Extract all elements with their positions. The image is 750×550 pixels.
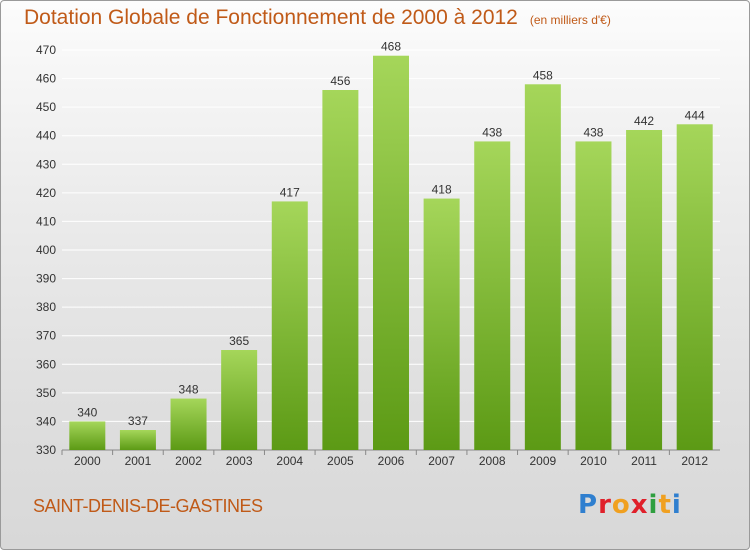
bar-2001 (119, 430, 156, 450)
bar-2006 (373, 55, 409, 450)
value-label-2011: 442 (634, 114, 654, 128)
value-label-2006: 468 (381, 40, 401, 54)
x-axis: 2000 2001 2002 2003 2004 2005 2006 2007 2008 2009… (61, 450, 708, 468)
bar-2004 (271, 201, 308, 450)
bars (69, 55, 713, 451)
y-tick-label: 390 (36, 272, 56, 286)
bar-2008 (474, 141, 511, 450)
bar-2009 (524, 84, 561, 451)
y-tick-label: 360 (36, 357, 56, 371)
y-axis: 330 340 350 360 370 380 390 400 410 420 430 440 450 4… (36, 43, 720, 457)
value-label-2009: 458 (533, 68, 553, 82)
bar-2003 (221, 350, 258, 450)
x-tick-label-2008: 2008 (479, 454, 506, 468)
bar-2000 (69, 421, 106, 450)
bar-2002 (170, 398, 207, 450)
value-label-2007: 418 (432, 183, 452, 197)
x-tick-label-2004: 2004 (276, 454, 303, 468)
value-label-2001: 337 (128, 414, 148, 428)
y-tick-label: 470 (36, 43, 56, 57)
x-tick-label-2011: 2011 (631, 454, 657, 468)
logo-letter: x (630, 490, 649, 520)
y-tick-label: 380 (36, 300, 56, 314)
y-tick-label: 460 (36, 72, 56, 86)
y-tick-label: 330 (36, 443, 56, 457)
y-tick-label: 370 (36, 329, 56, 343)
x-tick-label-2006: 2006 (378, 454, 405, 468)
x-tick-label-2003: 2003 (226, 454, 253, 468)
x-tick-label-2007: 2007 (428, 454, 455, 468)
value-label-2003: 365 (229, 334, 249, 348)
value-label-2000: 340 (77, 405, 97, 419)
logo-letter: o (611, 490, 631, 520)
chart-title: Dotation Globale de Fonctionnement de 20… (24, 6, 611, 30)
value-label-2002: 348 (179, 383, 199, 397)
x-tick-label-2000: 2000 (74, 454, 101, 468)
value-label-2010: 438 (583, 125, 603, 139)
y-tick-label: 400 (36, 243, 56, 257)
bar-2007 (423, 198, 460, 450)
logo-letter: P (578, 490, 599, 520)
bar-2010 (575, 141, 612, 450)
logo-letter: t (658, 490, 672, 520)
bar-2012 (676, 124, 713, 451)
value-labels: 340 337 348 365 417 456 468 418 438 458 438 442 444 (77, 40, 705, 428)
y-tick-label: 440 (36, 129, 56, 143)
y-tick-label: 430 (36, 157, 56, 171)
title-text: Dotation Globale de Fonctionnement de 20… (24, 6, 518, 29)
unit-note: (en milliers d'€) (529, 13, 611, 27)
x-tick-label-2001: 2001 (125, 454, 152, 468)
value-label-2004: 417 (280, 185, 300, 199)
y-tick-label: 410 (36, 214, 56, 228)
value-label-2005: 456 (330, 74, 350, 88)
y-tick-label: 450 (36, 100, 56, 114)
logo-letter: r (598, 490, 612, 520)
y-tick-label: 420 (36, 186, 56, 200)
value-label-2008: 438 (482, 125, 502, 139)
bar-2011 (626, 130, 663, 450)
x-tick-label-2009: 2009 (529, 454, 556, 468)
x-tick-label-2002: 2002 (175, 454, 202, 468)
y-tick-label: 350 (36, 386, 56, 400)
logo-letter: i (648, 490, 659, 520)
value-label-2012: 444 (685, 108, 705, 122)
x-tick-label-2005: 2005 (327, 454, 354, 468)
commune-name: SAINT-DENIS-DE-GASTINES (33, 496, 263, 516)
y-tick-label: 340 (36, 414, 56, 428)
bar-2005 (322, 90, 359, 450)
x-tick-label-2010: 2010 (580, 454, 607, 468)
logo-letter: i (671, 490, 682, 520)
proxiti-logo[interactable]: Proxiti (578, 490, 682, 520)
x-tick-label-2012: 2012 (681, 454, 708, 468)
